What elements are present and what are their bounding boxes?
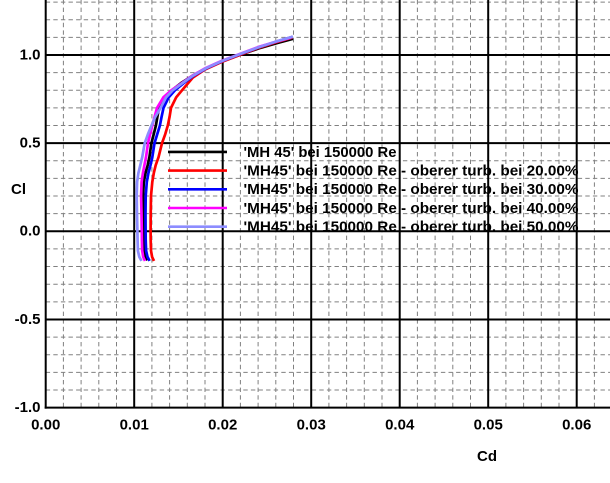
x-tick-label: 0.00 xyxy=(31,416,60,433)
y-axis-title: Cl xyxy=(11,181,26,198)
minor-gridlines xyxy=(45,0,610,408)
curve-series-4 xyxy=(135,35,294,262)
x-tick-label: 0.04 xyxy=(385,416,415,433)
legend: 'MH 45' bei 150000 Re 'MH45' bei 150000 R… xyxy=(168,144,579,236)
x-tick-label: 0.05 xyxy=(474,416,503,433)
y-tick-label: -1.0 xyxy=(15,399,41,416)
x-tick-label: 0.03 xyxy=(297,416,326,433)
x-tick-label: 0.01 xyxy=(120,416,149,433)
axis-lines xyxy=(44,0,610,409)
major-gridlines xyxy=(45,0,610,408)
legend-label-0: 'MH 45' bei 150000 Re xyxy=(244,144,397,161)
data-curves xyxy=(135,35,294,262)
y-tick-label: 1.0 xyxy=(20,46,41,63)
x-axis-title: Cd xyxy=(477,448,497,465)
legend-label-4: 'MH45' bei 150000 Re - oberer turb. bei … xyxy=(244,219,579,236)
y-tick-label: 0.0 xyxy=(20,223,41,240)
tick-labels: 0.00 0.01 0.02 0.03 0.04 0.05 0.06 1.0 0.5 0.0 -0.… xyxy=(15,46,592,433)
x-tick-label: 0.06 xyxy=(562,416,591,433)
x-tick-label: 0.02 xyxy=(208,416,237,433)
y-tick-label: 0.5 xyxy=(20,134,41,151)
legend-label-2: 'MH45' bei 150000 Re - oberer turb. bei … xyxy=(244,181,579,198)
legend-label-1: 'MH45' bei 150000 Re - oberer turb. bei … xyxy=(244,163,579,180)
y-tick-label: -0.5 xyxy=(15,311,41,328)
legend-label-3: 'MH45' bei 150000 Re - oberer turb. bei … xyxy=(244,200,579,217)
